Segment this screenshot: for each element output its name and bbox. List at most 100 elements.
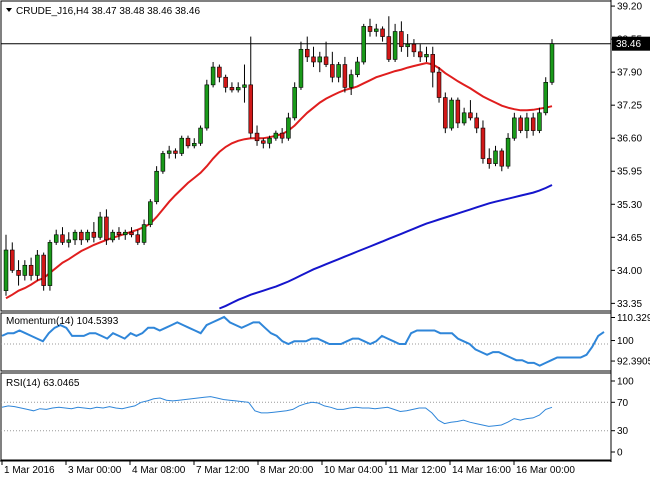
- candle: [254, 125, 260, 146]
- candle: [355, 56, 360, 78]
- candle: [411, 39, 417, 57]
- candle: [524, 112, 530, 139]
- candle-body: [173, 150, 178, 154]
- candle: [204, 79, 210, 131]
- x-tick-label: 11 Mar 12:00: [388, 465, 447, 476]
- candle-body: [97, 216, 103, 238]
- y-tick-label: 36.60: [617, 134, 642, 145]
- candle-body: [474, 117, 479, 129]
- candle-body: [430, 54, 436, 73]
- candle: [443, 92, 448, 134]
- candle-body: [292, 87, 297, 119]
- candle-body: [355, 61, 360, 75]
- candle: [72, 229, 78, 245]
- candle: [91, 222, 97, 243]
- candle: [110, 229, 115, 243]
- candle-body: [330, 64, 335, 78]
- candle-body: [60, 234, 65, 243]
- candle: [217, 64, 222, 83]
- candle-body: [512, 117, 517, 139]
- y-tick-label: 37.90: [617, 68, 642, 79]
- candle: [16, 260, 21, 286]
- candle: [386, 16, 392, 62]
- candle-body: [47, 242, 53, 286]
- candle: [436, 67, 442, 103]
- candle: [543, 77, 548, 116]
- candle-body: [543, 82, 548, 114]
- candle: [311, 46, 316, 68]
- candle: [348, 69, 354, 96]
- candle-body: [505, 137, 511, 167]
- x-tick-label: 1 Mar 2016: [4, 465, 55, 476]
- momentum-line: [1, 315, 605, 367]
- candle-body: [185, 137, 191, 147]
- candle-body: [374, 28, 379, 32]
- candle-body: [16, 270, 21, 276]
- candle: [424, 46, 429, 62]
- candle: [399, 21, 404, 52]
- candle: [323, 41, 329, 68]
- rsi-line: [1, 396, 553, 427]
- candle: [292, 82, 297, 121]
- x-tick-label: 4 Mar 08:00: [132, 465, 186, 476]
- candle-body: [417, 51, 423, 58]
- x-tick-label: 14 Mar 16:00: [452, 465, 511, 476]
- candle: [122, 229, 128, 240]
- candle-body: [279, 132, 285, 139]
- candle: [367, 18, 373, 37]
- y-tick-label: 34.00: [617, 266, 642, 277]
- candle: [374, 23, 379, 37]
- dropdown-triangle-icon: [6, 8, 12, 12]
- candle-body: [135, 234, 141, 243]
- candle-body: [424, 54, 429, 58]
- candle: [455, 97, 461, 129]
- candle: [468, 100, 473, 121]
- candle: [261, 138, 266, 149]
- y-tick-label: 35.95: [617, 167, 642, 178]
- candle: [505, 133, 511, 169]
- candle: [430, 46, 436, 88]
- candle-body: [298, 48, 304, 88]
- candle: [298, 41, 304, 90]
- candle-body: [10, 249, 15, 271]
- candle: [242, 64, 247, 103]
- momentum-tick-label: 100: [617, 336, 634, 347]
- candle: [148, 199, 153, 228]
- candle-body: [110, 231, 115, 241]
- rsi-tick-label: 100: [617, 377, 634, 388]
- candle: [28, 257, 34, 281]
- candle: [179, 135, 184, 156]
- candle: [141, 219, 147, 245]
- candle: [317, 51, 323, 73]
- candle: [304, 36, 310, 62]
- candle: [129, 227, 134, 238]
- momentum-tick-label: 92.3905: [617, 357, 650, 368]
- candle-body: [304, 48, 310, 58]
- x-tick-label: 3 Mar 00:00: [68, 465, 122, 476]
- candle: [53, 229, 59, 245]
- candle-body: [380, 28, 385, 37]
- candle-body: [537, 112, 542, 131]
- candle-body: [443, 97, 448, 129]
- candle: [530, 112, 536, 136]
- candle: [417, 44, 423, 62]
- candle-body: [154, 170, 159, 203]
- candle-body: [486, 158, 492, 164]
- candle: [248, 36, 254, 139]
- current-price-label: 38.46: [616, 39, 641, 50]
- candle-body: [449, 99, 454, 129]
- candle-body: [242, 84, 247, 88]
- candle: [97, 211, 103, 240]
- candle: [154, 166, 159, 205]
- candle-body: [160, 153, 166, 172]
- candle: [229, 82, 235, 93]
- candle-body: [116, 231, 122, 236]
- candle-body: [361, 26, 366, 63]
- candle-body: [405, 43, 410, 48]
- candle: [66, 232, 72, 248]
- candle-body: [129, 231, 134, 236]
- y-tick-label: 35.30: [617, 200, 642, 211]
- candle-body: [399, 31, 404, 48]
- candle: [273, 130, 279, 141]
